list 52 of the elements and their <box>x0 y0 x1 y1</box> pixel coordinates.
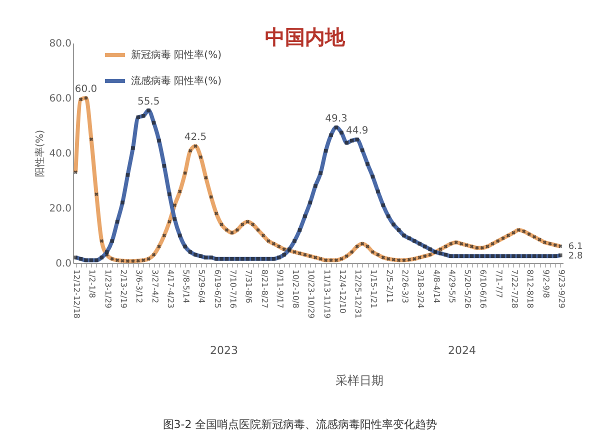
x-tick-label: 12/4-12/10 <box>338 270 347 314</box>
x-tick-label: 4/29-5/5 <box>447 270 456 304</box>
text: 2023 <box>210 344 238 357</box>
data-label: 6.1 <box>568 242 583 252</box>
y-tick-label: 20.0 <box>49 204 72 214</box>
caption: 图3-2 全国哨点医院新冠病毒、流感病毒阳性率变化趋势 <box>162 418 438 431</box>
x-tick-label: 2/5-2/11 <box>384 270 394 304</box>
x-tick-label: 9/23-9/29 <box>556 270 566 308</box>
x-tick-label: 5/20-5/26 <box>463 270 472 308</box>
y-axis-title: 阳性率(%) <box>34 130 46 178</box>
data-label: 2.8 <box>568 251 583 262</box>
legend-label: 新冠病毒 阳性率(%) <box>131 49 222 61</box>
y-tick-label: 80.0 <box>49 38 72 50</box>
x-tick-label: 4/17-4/23 <box>166 270 175 308</box>
data-label: 49.3 <box>325 113 348 124</box>
x-tick-label: 3/18-3/24 <box>416 270 426 308</box>
x-tick-label: 5/8-5/14 <box>182 270 191 304</box>
x-axis-title: 采样日期 <box>336 374 384 388</box>
x-tick-label: 11/13-11/19 <box>322 270 332 318</box>
x-tick-label: 8/12-8/18 <box>526 270 535 308</box>
legend-label: 流感病毒 阳性率(%) <box>131 75 222 87</box>
x-tick-label: 2/26-3/3 <box>400 270 410 304</box>
x-tick-label: 10/23-10/29 <box>306 270 316 318</box>
data-label: 60.0 <box>74 84 98 95</box>
x-tick-label: 3/27-4/2 <box>150 270 160 304</box>
data-label: 55.5 <box>137 96 160 108</box>
y-tick-label: 0.0 <box>56 258 72 270</box>
text: 2024 <box>448 344 476 357</box>
x-tick-label: 7/31-8/6 <box>244 270 254 304</box>
data-label: 44.9 <box>346 126 368 137</box>
data-label: 42.5 <box>184 132 207 144</box>
x-tick-label: 12/12-12/18 <box>72 270 82 318</box>
x-tick-label: 2/13-2/19 <box>119 270 128 308</box>
x-tick-label: 5/29-6/4 <box>197 270 206 304</box>
x-tick-label: 9/2-9/8 <box>541 270 550 298</box>
x-tick-label: 4/8-4/14 <box>432 270 441 304</box>
x-tick-label: 7/1-7/7 <box>494 270 504 298</box>
x-tick-label: 6/19-6/25 <box>212 270 222 308</box>
y-tick-label: 40.0 <box>49 148 72 160</box>
x-tick-label: 1/15-1/21 <box>369 270 378 308</box>
chart-title: 中国内地 <box>265 25 346 49</box>
x-tick-label: 7/10-7/16 <box>228 270 238 308</box>
x-tick-label: 1/23-1/29 <box>103 270 112 308</box>
x-tick-label: 12/25-12/31 <box>354 270 363 318</box>
x-tick-label: 6/10-6/16 <box>478 270 488 308</box>
x-tick-label: 8/21-8/27 <box>260 270 269 308</box>
x-tick-label: 10/2-10/8 <box>291 270 300 308</box>
x-tick-label: 7/22-7/28 <box>510 270 519 308</box>
x-tick-label: 1/2-1/8 <box>88 270 97 298</box>
x-tick-label: 3/6-3/12 <box>134 270 144 304</box>
y-tick-label: 60.0 <box>49 94 72 104</box>
x-tick-label: 9/11-9/17 <box>275 270 284 308</box>
